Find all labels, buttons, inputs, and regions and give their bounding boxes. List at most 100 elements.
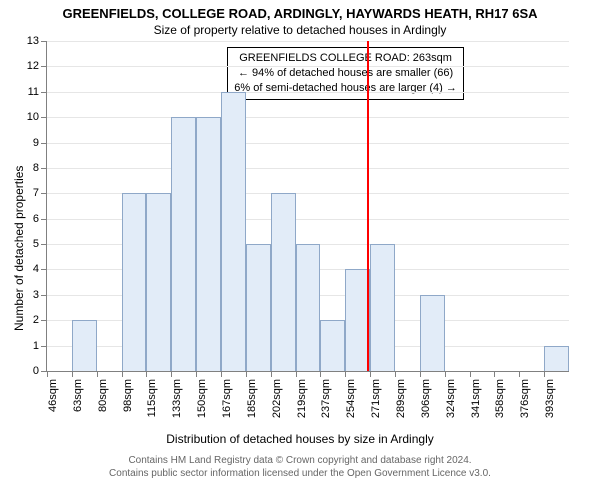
y-tick-label: 4: [33, 263, 39, 275]
x-tick: [445, 371, 446, 377]
page-title: GREENFIELDS, COLLEGE ROAD, ARDINGLY, HAY…: [0, 6, 600, 21]
y-tick-label: 8: [33, 162, 39, 174]
histogram-bar: [122, 193, 147, 371]
y-tick-label: 1: [33, 340, 39, 352]
x-tick: [196, 371, 197, 377]
y-tick-label: 11: [28, 86, 39, 98]
x-tick: [370, 371, 371, 377]
x-tick: [345, 371, 346, 377]
x-tick: [320, 371, 321, 377]
y-tick: [41, 219, 47, 220]
y-tick: [41, 117, 47, 118]
gridline: [47, 66, 569, 67]
y-tick: [41, 346, 47, 347]
x-tick-label: 63sqm: [72, 379, 84, 412]
histogram-bar: [146, 193, 171, 371]
x-tick-label: 393sqm: [544, 379, 556, 418]
histogram-bar: [320, 320, 345, 371]
x-tick-label: 185sqm: [246, 379, 258, 418]
y-tick-label: 13: [27, 35, 39, 47]
x-tick-label: 150sqm: [196, 379, 208, 418]
x-tick: [72, 371, 73, 377]
plot-area: GREENFIELDS COLLEGE ROAD: 263sqm ← 94% o…: [46, 41, 569, 372]
x-tick: [494, 371, 495, 377]
x-tick: [122, 371, 123, 377]
x-tick: [395, 371, 396, 377]
y-tick-label: 5: [33, 238, 39, 250]
histogram-bar: [221, 92, 246, 371]
x-tick: [470, 371, 471, 377]
histogram-bar: [196, 117, 221, 371]
y-tick: [41, 320, 47, 321]
x-tick: [519, 371, 520, 377]
x-tick-label: 98sqm: [122, 379, 134, 412]
x-tick-label: 254sqm: [345, 379, 357, 418]
x-tick-label: 341sqm: [470, 379, 482, 418]
y-tick: [41, 244, 47, 245]
histogram-bar: [420, 295, 445, 371]
footer-line-1: Contains HM Land Registry data © Crown c…: [128, 455, 471, 466]
y-tick: [41, 269, 47, 270]
x-tick-label: 324sqm: [445, 379, 457, 418]
x-axis-label: Distribution of detached houses by size …: [0, 432, 600, 446]
histogram-bar: [271, 193, 296, 371]
x-tick: [171, 371, 172, 377]
y-axis-label: Number of detached properties: [12, 166, 26, 331]
y-tick: [41, 66, 47, 67]
y-tick: [41, 168, 47, 169]
x-tick-label: 46sqm: [47, 379, 59, 412]
x-tick-label: 133sqm: [171, 379, 183, 418]
x-tick: [221, 371, 222, 377]
x-tick: [296, 371, 297, 377]
y-tick: [41, 92, 47, 93]
page-subtitle: Size of property relative to detached ho…: [0, 23, 600, 37]
x-tick: [544, 371, 545, 377]
gridline: [47, 117, 569, 118]
y-tick: [41, 41, 47, 42]
gridline: [47, 143, 569, 144]
x-tick-label: 289sqm: [395, 379, 407, 418]
y-tick-label: 6: [33, 213, 39, 225]
annotation-line-2: ← 94% of detached houses are smaller (66…: [234, 66, 457, 81]
histogram-bar: [370, 244, 395, 371]
x-tick-label: 306sqm: [420, 379, 432, 418]
annotation-line-1: GREENFIELDS COLLEGE ROAD: 263sqm: [234, 51, 457, 66]
histogram-bar: [171, 117, 196, 371]
gridline: [47, 41, 569, 42]
histogram-bar: [72, 320, 97, 371]
x-tick: [271, 371, 272, 377]
gridline: [47, 92, 569, 93]
y-tick-label: 7: [33, 187, 39, 199]
y-tick-label: 3: [33, 289, 39, 301]
x-tick-label: 167sqm: [221, 379, 233, 418]
x-tick-label: 376sqm: [519, 379, 531, 418]
footer-line-2: Contains public sector information licen…: [109, 468, 491, 479]
y-tick-label: 10: [27, 111, 39, 123]
y-tick: [41, 295, 47, 296]
histogram-bar: [246, 244, 271, 371]
y-tick-label: 12: [27, 60, 39, 72]
x-tick-label: 358sqm: [494, 379, 506, 418]
histogram-bar: [544, 346, 569, 371]
y-tick: [41, 143, 47, 144]
histogram-bar: [296, 244, 321, 371]
x-tick-label: 219sqm: [296, 379, 308, 418]
x-tick-label: 237sqm: [320, 379, 332, 418]
y-tick-label: 2: [33, 314, 39, 326]
marker-line: [367, 41, 369, 371]
x-tick-label: 202sqm: [271, 379, 283, 418]
x-tick-label: 271sqm: [370, 379, 382, 418]
y-tick-label: 9: [33, 137, 39, 149]
x-tick-label: 115sqm: [146, 379, 158, 417]
x-tick: [420, 371, 421, 377]
x-tick: [47, 371, 48, 377]
x-tick-label: 80sqm: [97, 379, 109, 412]
footer-attribution: Contains HM Land Registry data © Crown c…: [0, 454, 600, 480]
gridline: [47, 168, 569, 169]
x-tick: [146, 371, 147, 377]
annotation-line-3: 6% of semi-detached houses are larger (4…: [234, 81, 457, 96]
y-tick: [41, 193, 47, 194]
y-tick-label: 0: [33, 365, 39, 377]
x-tick: [97, 371, 98, 377]
x-tick: [246, 371, 247, 377]
